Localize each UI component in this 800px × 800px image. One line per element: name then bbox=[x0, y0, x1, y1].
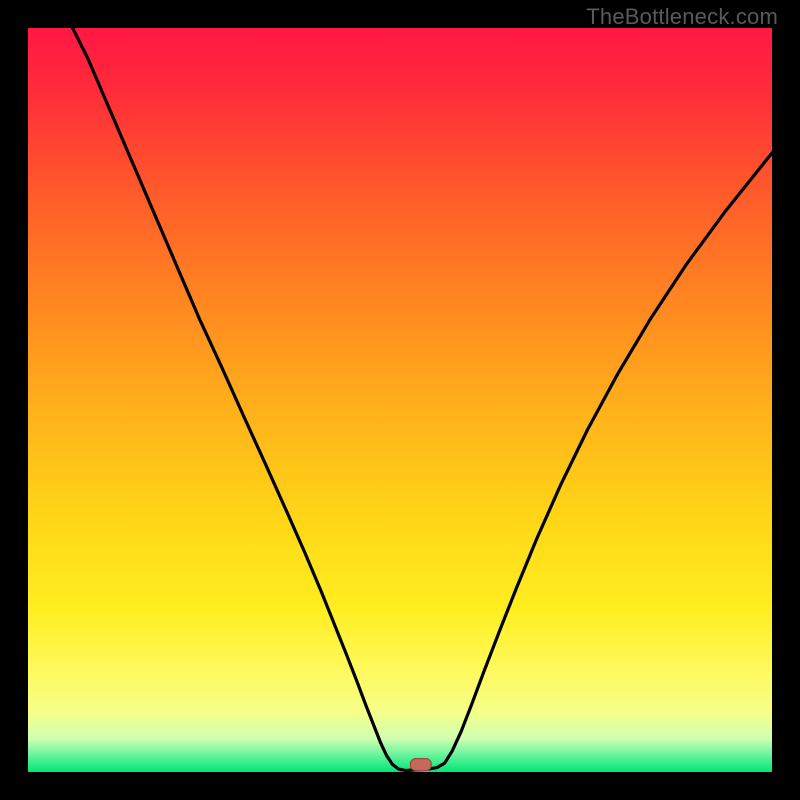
chart-frame: TheBottleneck.com bbox=[0, 0, 800, 800]
optimal-point-marker bbox=[410, 759, 431, 771]
gradient-background bbox=[28, 28, 772, 772]
chart-svg bbox=[28, 28, 772, 772]
plot-area bbox=[28, 28, 772, 772]
watermark-text: TheBottleneck.com bbox=[586, 4, 778, 30]
